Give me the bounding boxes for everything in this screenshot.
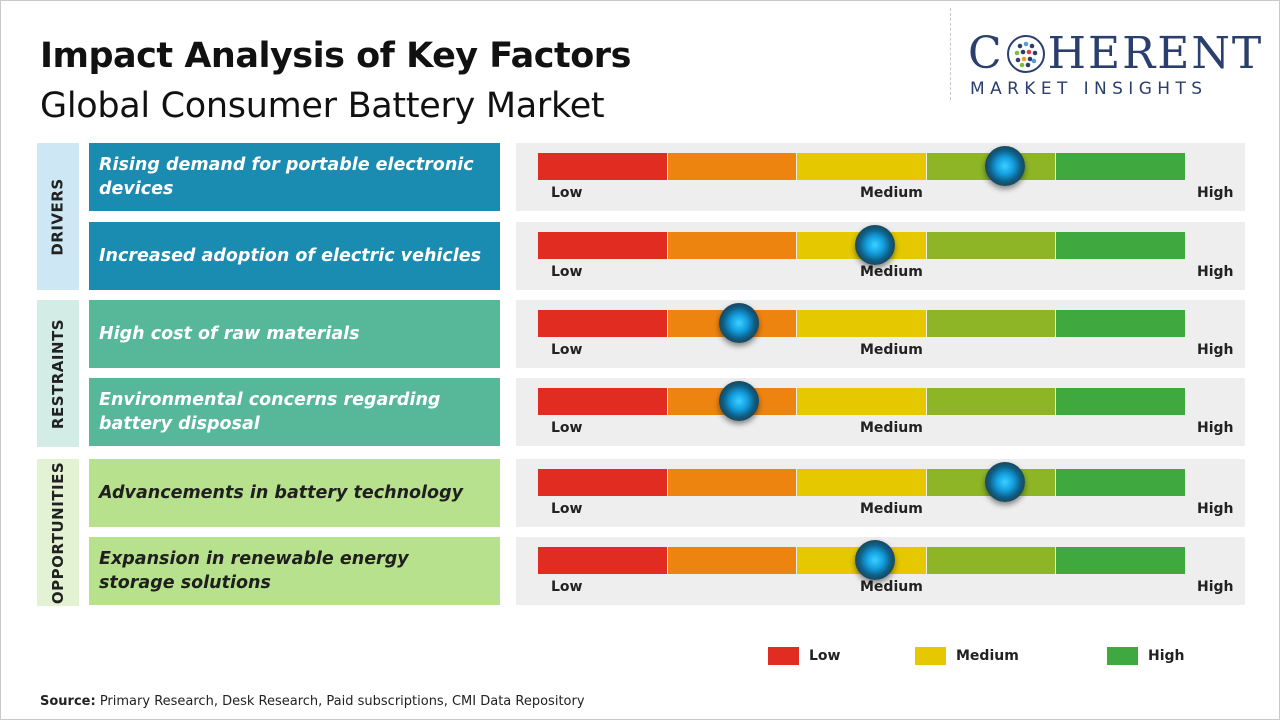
factor-text: Advancements in battery technology [99, 483, 464, 503]
scale-label-high: High [1197, 501, 1234, 517]
legend-label-low: Low [809, 648, 841, 664]
gauge-segment [1056, 153, 1185, 180]
gauge-segment [926, 547, 1056, 574]
scale-label-low: Low [551, 342, 583, 358]
gauge-segment [926, 388, 1056, 415]
factor-text: Rising demand for portable electronic de… [99, 155, 474, 199]
scale-label-medium: Medium [860, 420, 923, 436]
group-restraints: RESTRAINTS [37, 300, 79, 447]
source-note: Source: Primary Research, Desk Research,… [40, 694, 585, 709]
logo-globe-icon [1006, 34, 1045, 73]
factor-label: High cost of raw materials [89, 300, 500, 368]
gauge-segment [667, 469, 797, 496]
logo-divider [950, 8, 951, 100]
impact-gauge: Low Medium High [516, 378, 1245, 446]
company-logo: C HERENT [968, 28, 1263, 79]
gauge-segment [538, 232, 667, 259]
scale-label-low: Low [551, 501, 583, 517]
factor-label: Increased adoption of electric vehicles [89, 222, 500, 290]
gauge-segment [538, 388, 667, 415]
factor-label: Environmental concerns regarding battery… [89, 378, 500, 446]
scale-label-medium: Medium [860, 342, 923, 358]
gauge-segment [538, 469, 667, 496]
scale-label-medium: Medium [860, 579, 923, 595]
scale-label-high: High [1197, 264, 1234, 280]
gauge-segment [926, 310, 1056, 337]
legend-swatch-medium [915, 647, 946, 665]
gauge-segment [667, 153, 797, 180]
factor-label: Rising demand for portable electronic de… [89, 143, 500, 211]
legend-swatch-low [768, 647, 799, 665]
gauge-segment [667, 232, 797, 259]
gauge-segment [1056, 469, 1185, 496]
scale-label-high: High [1197, 342, 1234, 358]
gauge-segment [1056, 232, 1185, 259]
page-subtitle: Global Consumer Battery Market [40, 86, 605, 126]
gauge-segment [667, 547, 797, 574]
scale-label-high: High [1197, 185, 1234, 201]
page-title: Impact Analysis of Key Factors [40, 36, 631, 76]
impact-gauge: Low Medium High [516, 143, 1245, 211]
logo-tagline: MARKET INSIGHTS [970, 79, 1208, 99]
impact-marker [984, 146, 1025, 186]
logo-wordmark: HERENT [1047, 28, 1264, 79]
gauge-segment [797, 153, 926, 180]
impact-marker [854, 225, 895, 265]
impact-marker [854, 540, 895, 580]
factor-label: Expansion in renewable energy storage so… [89, 537, 500, 605]
factor-text: Environmental concerns regarding battery… [99, 390, 441, 434]
impact-gauge: Low Medium High [516, 459, 1245, 527]
legend-label-high: High [1148, 648, 1185, 664]
source-label: Source: [40, 694, 96, 709]
gauge-segment [926, 232, 1056, 259]
scale-label-high: High [1197, 420, 1234, 436]
scale-label-low: Low [551, 579, 583, 595]
factor-text: Expansion in renewable energy storage so… [99, 549, 409, 593]
gauge-segment [538, 153, 667, 180]
impact-gauge: Low Medium High [516, 300, 1245, 368]
scale-label-medium: Medium [860, 185, 923, 201]
impact-gauge: Low Medium High [516, 537, 1245, 605]
scale-label-medium: Medium [860, 264, 923, 280]
scale-label-low: Low [551, 264, 583, 280]
scale-label-high: High [1197, 579, 1234, 595]
legend-label-medium: Medium [956, 648, 1019, 664]
impact-marker [984, 462, 1025, 502]
legend-swatch-high [1107, 647, 1138, 665]
gauge-segment [538, 310, 667, 337]
gauge-segment [1056, 310, 1185, 337]
group-label: OPPORTUNITIES [49, 461, 67, 604]
gauge-segment [797, 310, 926, 337]
group-label: RESTRAINTS [49, 318, 68, 429]
factor-text: High cost of raw materials [99, 324, 360, 344]
scale-label-low: Low [551, 185, 583, 201]
group-opportunities: OPPORTUNITIES [37, 459, 79, 606]
impact-gauge: Low Medium High [516, 222, 1245, 290]
scale-label-low: Low [551, 420, 583, 436]
scale-label-medium: Medium [860, 501, 923, 517]
logo-letter: C [968, 28, 1004, 79]
gauge-segment [797, 469, 926, 496]
factor-text: Increased adoption of electric vehicles [99, 246, 482, 266]
source-text: Primary Research, Desk Research, Paid su… [95, 694, 585, 709]
gauge-segment [797, 388, 926, 415]
group-drivers: DRIVERS [37, 143, 79, 290]
gauge-segment [1056, 547, 1185, 574]
gauge-segment [1056, 388, 1185, 415]
gauge-segment [538, 547, 667, 574]
impact-marker [718, 303, 759, 343]
impact-marker [718, 381, 759, 421]
factor-label: Advancements in battery technology [89, 459, 500, 527]
group-label: DRIVERS [49, 177, 68, 256]
